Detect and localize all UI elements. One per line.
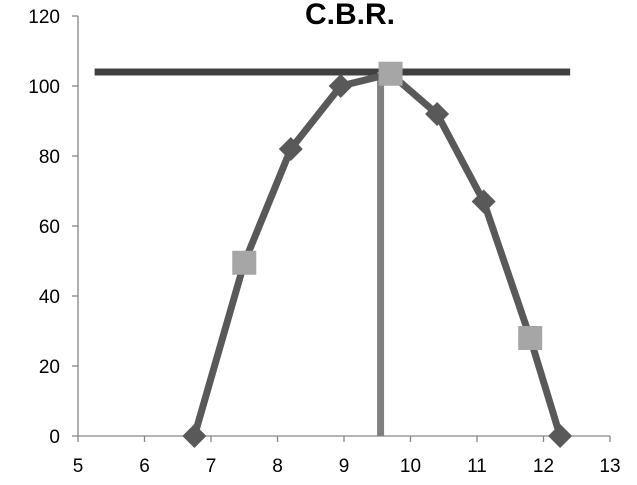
y-tick-label: 100: [28, 77, 60, 98]
axes: 0 20 40 60 80 100 120 5 6 7 8 9 10 11 12 13: [28, 7, 620, 477]
x-tick-label: 13: [599, 456, 620, 477]
diamond-marker: [548, 424, 573, 448]
y-tick-label: 0: [49, 427, 60, 448]
x-tick-label: 6: [139, 456, 150, 477]
x-tick-label: 5: [73, 456, 84, 477]
y-tick-label: 20: [39, 357, 60, 378]
reference-lines: [94, 68, 571, 436]
square-marker: [232, 250, 257, 275]
markers: [182, 61, 573, 448]
x-tick-label: 7: [206, 456, 217, 477]
x-tick-label: 9: [339, 456, 350, 477]
square-marker: [518, 326, 543, 350]
diamond-marker: [328, 74, 353, 98]
y-tick-label: 80: [39, 147, 60, 168]
x-tick-label: 12: [533, 456, 554, 477]
x-tick-label: 8: [272, 456, 283, 477]
diamond-marker: [471, 189, 496, 214]
y-tick-label: 40: [39, 287, 60, 308]
x-tick-label: 10: [400, 456, 421, 477]
diamond-marker: [425, 102, 450, 126]
square-marker: [378, 61, 403, 86]
diamond-marker: [182, 424, 207, 448]
y-tick-label: 120: [28, 7, 60, 28]
x-tick-label: 11: [467, 456, 487, 477]
diamond-marker: [278, 137, 303, 161]
chart-title: C.B.R.: [305, 0, 395, 31]
y-tick-label: 60: [39, 217, 60, 238]
